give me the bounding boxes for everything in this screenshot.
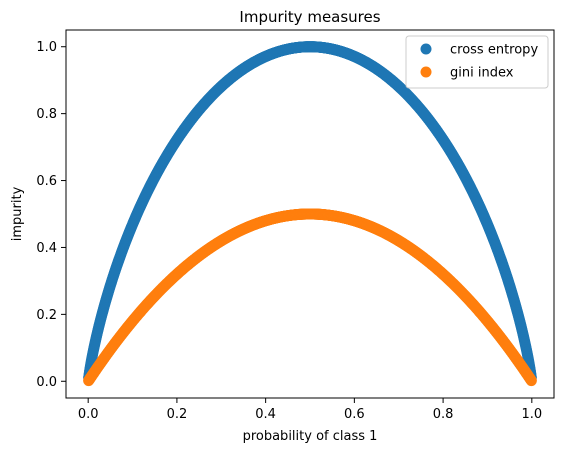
legend-marker-cross-entropy [420, 43, 432, 55]
series-layer [83, 41, 537, 387]
x-tick-label: 0.2 [167, 407, 188, 422]
x-axis: 0.0 0.2 0.4 0.6 0.8 1.0 [78, 398, 542, 422]
legend-label-gini-index: gini index [450, 66, 514, 81]
chart-title: Impurity measures [239, 8, 380, 26]
y-tick-label: 0.0 [36, 375, 57, 390]
series-cross-entropy [83, 41, 537, 383]
x-tick-label: 0.8 [433, 407, 454, 422]
x-tick-label: 0.6 [344, 407, 365, 422]
y-axis-label: impurity [10, 186, 25, 241]
legend-box [405, 35, 549, 89]
y-tick-label: 0.8 [36, 107, 57, 122]
series-gini-index [83, 208, 537, 387]
legend-marker-gini-index [420, 66, 432, 78]
legend: cross entropy gini index [405, 35, 549, 89]
y-tick-label: 1.0 [36, 40, 57, 55]
x-tick-label: 0.4 [255, 407, 276, 422]
plot-frame [65, 29, 555, 399]
y-tick-label: 0.4 [36, 241, 57, 256]
y-tick-label: 0.2 [36, 308, 57, 323]
x-axis-label: probability of class 1 [243, 429, 378, 444]
y-axis: 0.0 0.2 0.4 0.6 0.8 1.0 [36, 40, 66, 390]
x-tick-label: 1.0 [521, 407, 542, 422]
y-tick-label: 0.6 [36, 174, 57, 189]
legend-label-cross-entropy: cross entropy [450, 43, 538, 58]
data-point [525, 375, 537, 387]
x-tick-label: 0.0 [78, 407, 99, 422]
